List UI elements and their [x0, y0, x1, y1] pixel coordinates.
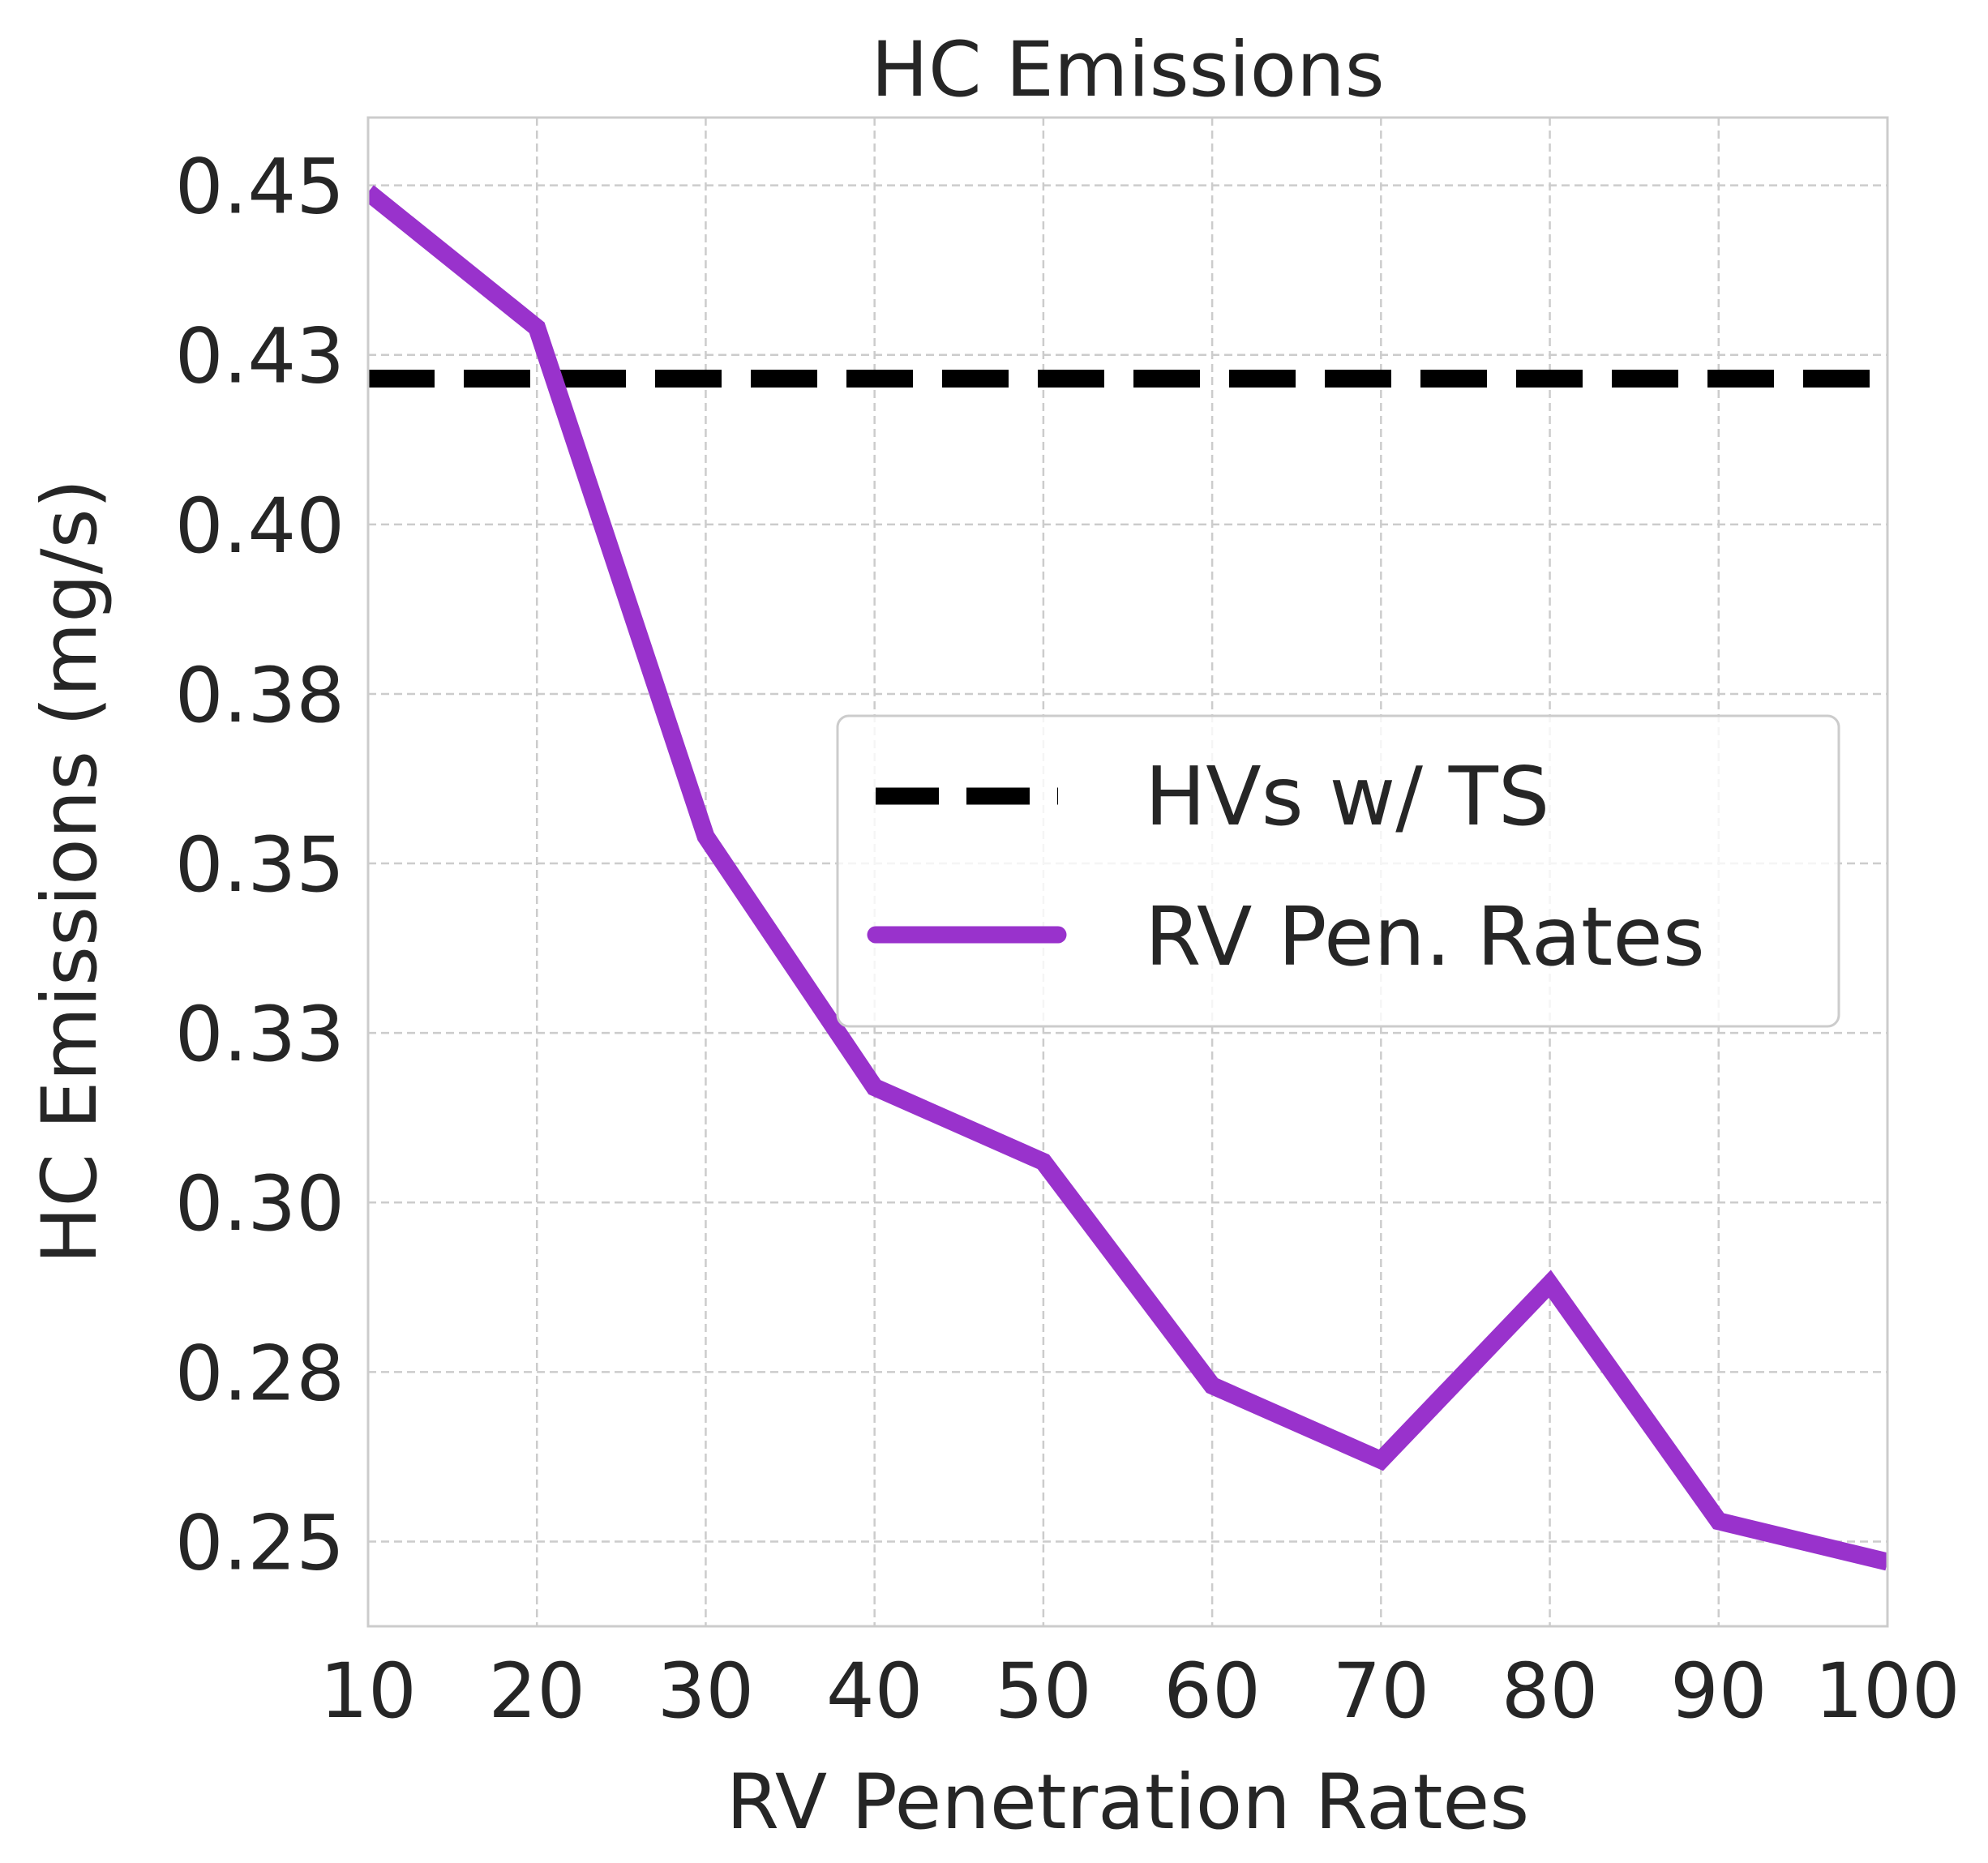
x-tick-label: 100 [1814, 1647, 1960, 1736]
y-tick-labels: 0.25 0.28 0.30 0.33 0.35 0.38 0.40 0.43 0.45 [175, 143, 345, 1588]
x-axis-label: RV Penetration Rates [726, 1758, 1530, 1847]
x-tick-label: 40 [826, 1647, 923, 1736]
y-tick-label: 0.28 [175, 1330, 345, 1418]
y-tick-label: 0.45 [175, 143, 345, 232]
plot-frame [366, 116, 1889, 1628]
series-line-rv-pen-rates [368, 185, 1887, 1571]
chart-title: HC Emissions [871, 26, 1384, 114]
legend: HVs w/ TS RV Pen. Rates [836, 714, 1840, 1028]
y-axis-label: HC Emissions (mg/s) [26, 479, 114, 1265]
x-tick-label: 70 [1333, 1647, 1430, 1736]
y-tick-label: 0.43 [175, 313, 345, 401]
x-tick-label: 30 [658, 1647, 755, 1736]
x-tick-label: 50 [995, 1647, 1092, 1736]
legend-box [836, 714, 1840, 1028]
legend-label-hvs-ts: HVs w/ TS [1145, 749, 1549, 844]
x-tick-label: 90 [1670, 1647, 1767, 1736]
x-tick-labels: 10 20 30 40 50 60 70 80 90 100 [319, 1647, 1960, 1736]
y-tick-label: 0.38 [175, 652, 345, 740]
y-tick-label: 0.25 [175, 1499, 345, 1587]
legend-label-rv-pen-rates: RV Pen. Rates [1145, 889, 1705, 984]
y-tick-label: 0.35 [175, 821, 345, 910]
plot-lines [368, 185, 1887, 1571]
x-tick-label: 20 [488, 1647, 585, 1736]
y-tick-label: 0.40 [175, 482, 345, 571]
y-tick-label: 0.33 [175, 991, 345, 1079]
y-tick-label: 0.30 [175, 1160, 345, 1248]
x-tick-label: 60 [1163, 1647, 1261, 1736]
x-tick-label: 80 [1502, 1647, 1599, 1736]
x-tick-label: 10 [319, 1647, 417, 1736]
